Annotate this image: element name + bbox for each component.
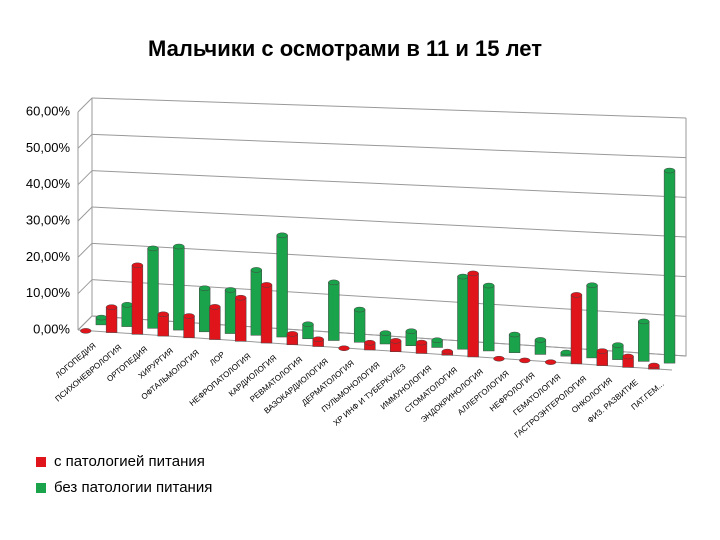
grid-line [77,315,93,331]
bar-cap [534,337,547,343]
bar [570,294,583,365]
bar [353,309,366,343]
y-tick-label: 20,00% [26,249,71,264]
bar-cap [364,339,376,346]
bar-cap [95,314,108,321]
bar-cap [508,331,521,338]
bar-cap [157,311,169,318]
bar [235,297,247,342]
bar-cap [338,345,350,352]
bar-cap [612,342,624,348]
bar [250,269,262,336]
bar [147,248,159,329]
bar-cap [431,337,443,343]
x-tick-label: КАРДИОЛОГИЯ [227,353,278,398]
y-tick-label: 60,00% [26,103,71,118]
grid-line [91,170,687,198]
bar-cap [276,232,288,239]
y-tick-label: 30,00% [26,212,71,227]
bar [260,284,273,344]
bar [183,315,195,339]
grid-line [91,97,687,119]
bar-cap [570,292,583,298]
bar [483,285,495,352]
bar [276,235,288,338]
bar [586,284,598,359]
bar-cap [121,302,133,308]
bar-cap [379,330,392,336]
grid-line [91,206,687,238]
bar-cap [224,287,237,293]
bar-cap [638,318,650,325]
bar-cap [596,348,608,354]
bar-cap [586,282,598,288]
bar-cap [302,321,314,327]
grid-line [91,242,687,278]
bar-cap [519,357,531,364]
bar-cap [560,349,572,356]
bar-cap [199,285,211,291]
bar-cap [260,282,273,288]
bar-cap [389,338,402,344]
chart-title: Мальчики с осмотрами в 11 и 15 лет [148,36,542,61]
legend-label: с патологией питания [54,453,205,470]
x-tick-label: ФИЗ. РАЗВИТИЕ [586,378,640,425]
bar [638,321,650,362]
y-tick-label: 50,00% [26,140,71,155]
x-tick-label: ЛОР [208,350,227,368]
bar-cap [209,304,221,310]
grid-line [77,133,93,149]
bar [328,282,340,341]
grid-line [77,170,93,186]
bar-cap [457,273,469,280]
grid-line [91,133,687,159]
bar [105,306,118,333]
bar [663,170,676,364]
bar-cap [131,262,144,269]
bar-cap [493,355,505,362]
bar-cap [80,328,92,334]
bar-cap [183,313,195,319]
bar-cap [173,243,185,250]
legend-swatch [36,483,46,493]
bar-cap [441,348,453,355]
x-tick-label: АЛЛЕРГОЛОГИЯ [456,369,511,417]
bar-cap [105,304,118,310]
bar [173,246,185,331]
x-tick-label: ГЕМАТОЛОГИЯ [511,372,562,417]
bar-cap [663,167,676,174]
bar-cap [648,362,660,369]
bar [131,265,144,335]
bar-cap [312,336,324,343]
bar-cap [328,279,340,286]
y-tick-label: 40,00% [26,176,71,191]
bar [157,314,169,337]
bar [224,289,237,334]
bar-cap [353,306,366,313]
bar-cap [622,353,634,360]
y-tick-label: 10,00% [26,285,71,300]
bar-cap [544,359,557,365]
bar-cap [286,331,299,337]
bar [121,304,133,327]
legend-swatch [36,457,46,467]
bar-cap [405,328,417,334]
grid-line [77,206,93,222]
bar [467,273,479,358]
legend-label: без патологии питания [54,479,212,496]
bar-cap [250,267,262,273]
bar [457,276,469,350]
bar-cap [483,282,495,289]
bar-cap [415,339,428,346]
bar-cap [147,245,159,252]
grid-line [77,97,93,113]
bar [199,287,211,333]
bar [209,306,221,340]
grid-line [77,279,93,295]
bar-cap [467,270,479,277]
bar-cap [235,294,247,301]
grid-line [77,242,93,258]
y-tick-label: 0,00% [33,321,70,336]
